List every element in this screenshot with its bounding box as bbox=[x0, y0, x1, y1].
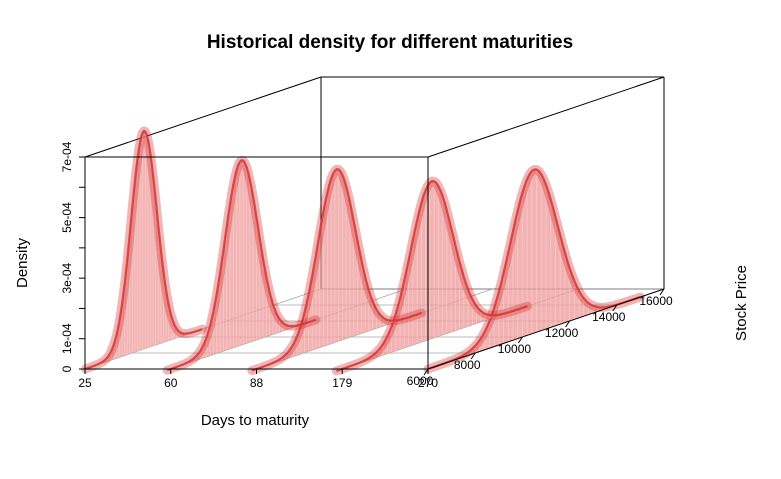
y-tick-label: 8000 bbox=[454, 358, 481, 372]
x-tick-label: 25 bbox=[78, 376, 92, 390]
z-tick-label: 1e-04 bbox=[60, 323, 74, 354]
chart-title: Historical density for different maturit… bbox=[207, 32, 573, 53]
y-tick-mark bbox=[612, 304, 618, 312]
series-maturity-179 bbox=[331, 176, 532, 376]
y-tick-mark bbox=[423, 368, 429, 376]
x-axis-title: Days to maturity bbox=[201, 412, 310, 429]
density-curve bbox=[251, 168, 423, 372]
grid-line-maturity bbox=[84, 288, 322, 370]
box-edge bbox=[427, 76, 665, 158]
z-axis-title: Density bbox=[14, 237, 31, 288]
y-tick-label: 6000 bbox=[407, 374, 434, 388]
series-maturity-25 bbox=[81, 126, 207, 374]
box-edge bbox=[427, 288, 665, 370]
plot-box-back bbox=[84, 76, 664, 290]
y-tick-mark bbox=[659, 288, 665, 296]
density-curve bbox=[336, 179, 528, 373]
box-edge bbox=[84, 76, 322, 158]
z-tick-label: 0 bbox=[60, 365, 74, 372]
y-tick-label: 10000 bbox=[498, 342, 532, 356]
z-tick-label: 7e-04 bbox=[60, 141, 74, 172]
density-fill bbox=[428, 169, 641, 369]
z-tick-label: 5e-04 bbox=[60, 202, 74, 233]
z-tick-label: 3e-04 bbox=[60, 262, 74, 293]
x-tick-label: 270 bbox=[418, 376, 438, 390]
y-tick-mark bbox=[470, 352, 476, 360]
y-tick-label: 16000 bbox=[639, 294, 673, 308]
density-curve bbox=[85, 129, 203, 370]
y-tick-label: 14000 bbox=[592, 310, 626, 324]
series-maturity-88 bbox=[247, 164, 427, 376]
density-series bbox=[81, 126, 645, 376]
density-curve bbox=[166, 159, 317, 372]
density-fill bbox=[251, 169, 422, 371]
density-fill bbox=[336, 181, 528, 371]
series-maturity-60 bbox=[162, 155, 321, 375]
y-tick-label: 12000 bbox=[545, 326, 579, 340]
y-tick-mark bbox=[565, 320, 571, 328]
x-tick-label: 179 bbox=[332, 376, 352, 390]
series-maturity-270 bbox=[423, 165, 645, 374]
y-axis-title: Stock Price bbox=[733, 265, 750, 341]
x-tick-label: 88 bbox=[250, 376, 264, 390]
x-tick-label: 60 bbox=[164, 376, 178, 390]
density-fill bbox=[85, 130, 203, 369]
y-tick-mark bbox=[517, 336, 523, 344]
density-curve bbox=[427, 168, 641, 371]
